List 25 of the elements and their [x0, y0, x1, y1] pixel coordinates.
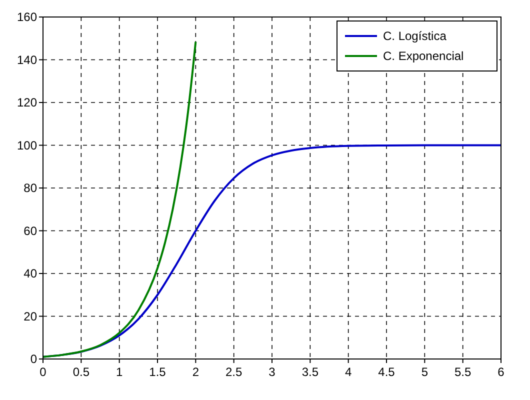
x-tick-label: 3: [268, 365, 276, 379]
y-tick-label: 160: [16, 10, 38, 24]
x-tick-label: 0: [40, 365, 47, 379]
y-tick-label: 40: [24, 266, 38, 280]
x-tick-label: 3.5: [302, 365, 319, 379]
legend-label: C. Exponencial: [383, 49, 464, 63]
y-tick-label: 120: [16, 96, 38, 110]
x-tick-label: 1.5: [149, 365, 166, 379]
line-series: [42, 40, 197, 358]
x-tick-label: 0.5: [72, 365, 90, 379]
x-tick-label: 2.5: [225, 365, 242, 379]
y-tick-label: 60: [24, 224, 38, 238]
x-tick-label: 2: [192, 365, 200, 379]
y-tick-label: 0: [30, 352, 38, 366]
x-tick-label: 6: [498, 365, 505, 379]
y-tick-label: 100: [16, 138, 38, 152]
x-tick-label: 1: [116, 365, 123, 379]
x-tick-label: 4.5: [378, 365, 396, 379]
x-tick-label: 4: [344, 365, 352, 379]
y-tick-label: 20: [24, 309, 38, 324]
y-tick-label: 140: [16, 52, 38, 67]
y-tick-label: 80: [24, 181, 38, 195]
x-tick-label: 5: [421, 365, 428, 379]
x-tick-label: 5.5: [454, 365, 472, 379]
legend-label: C. Logística: [383, 29, 447, 43]
